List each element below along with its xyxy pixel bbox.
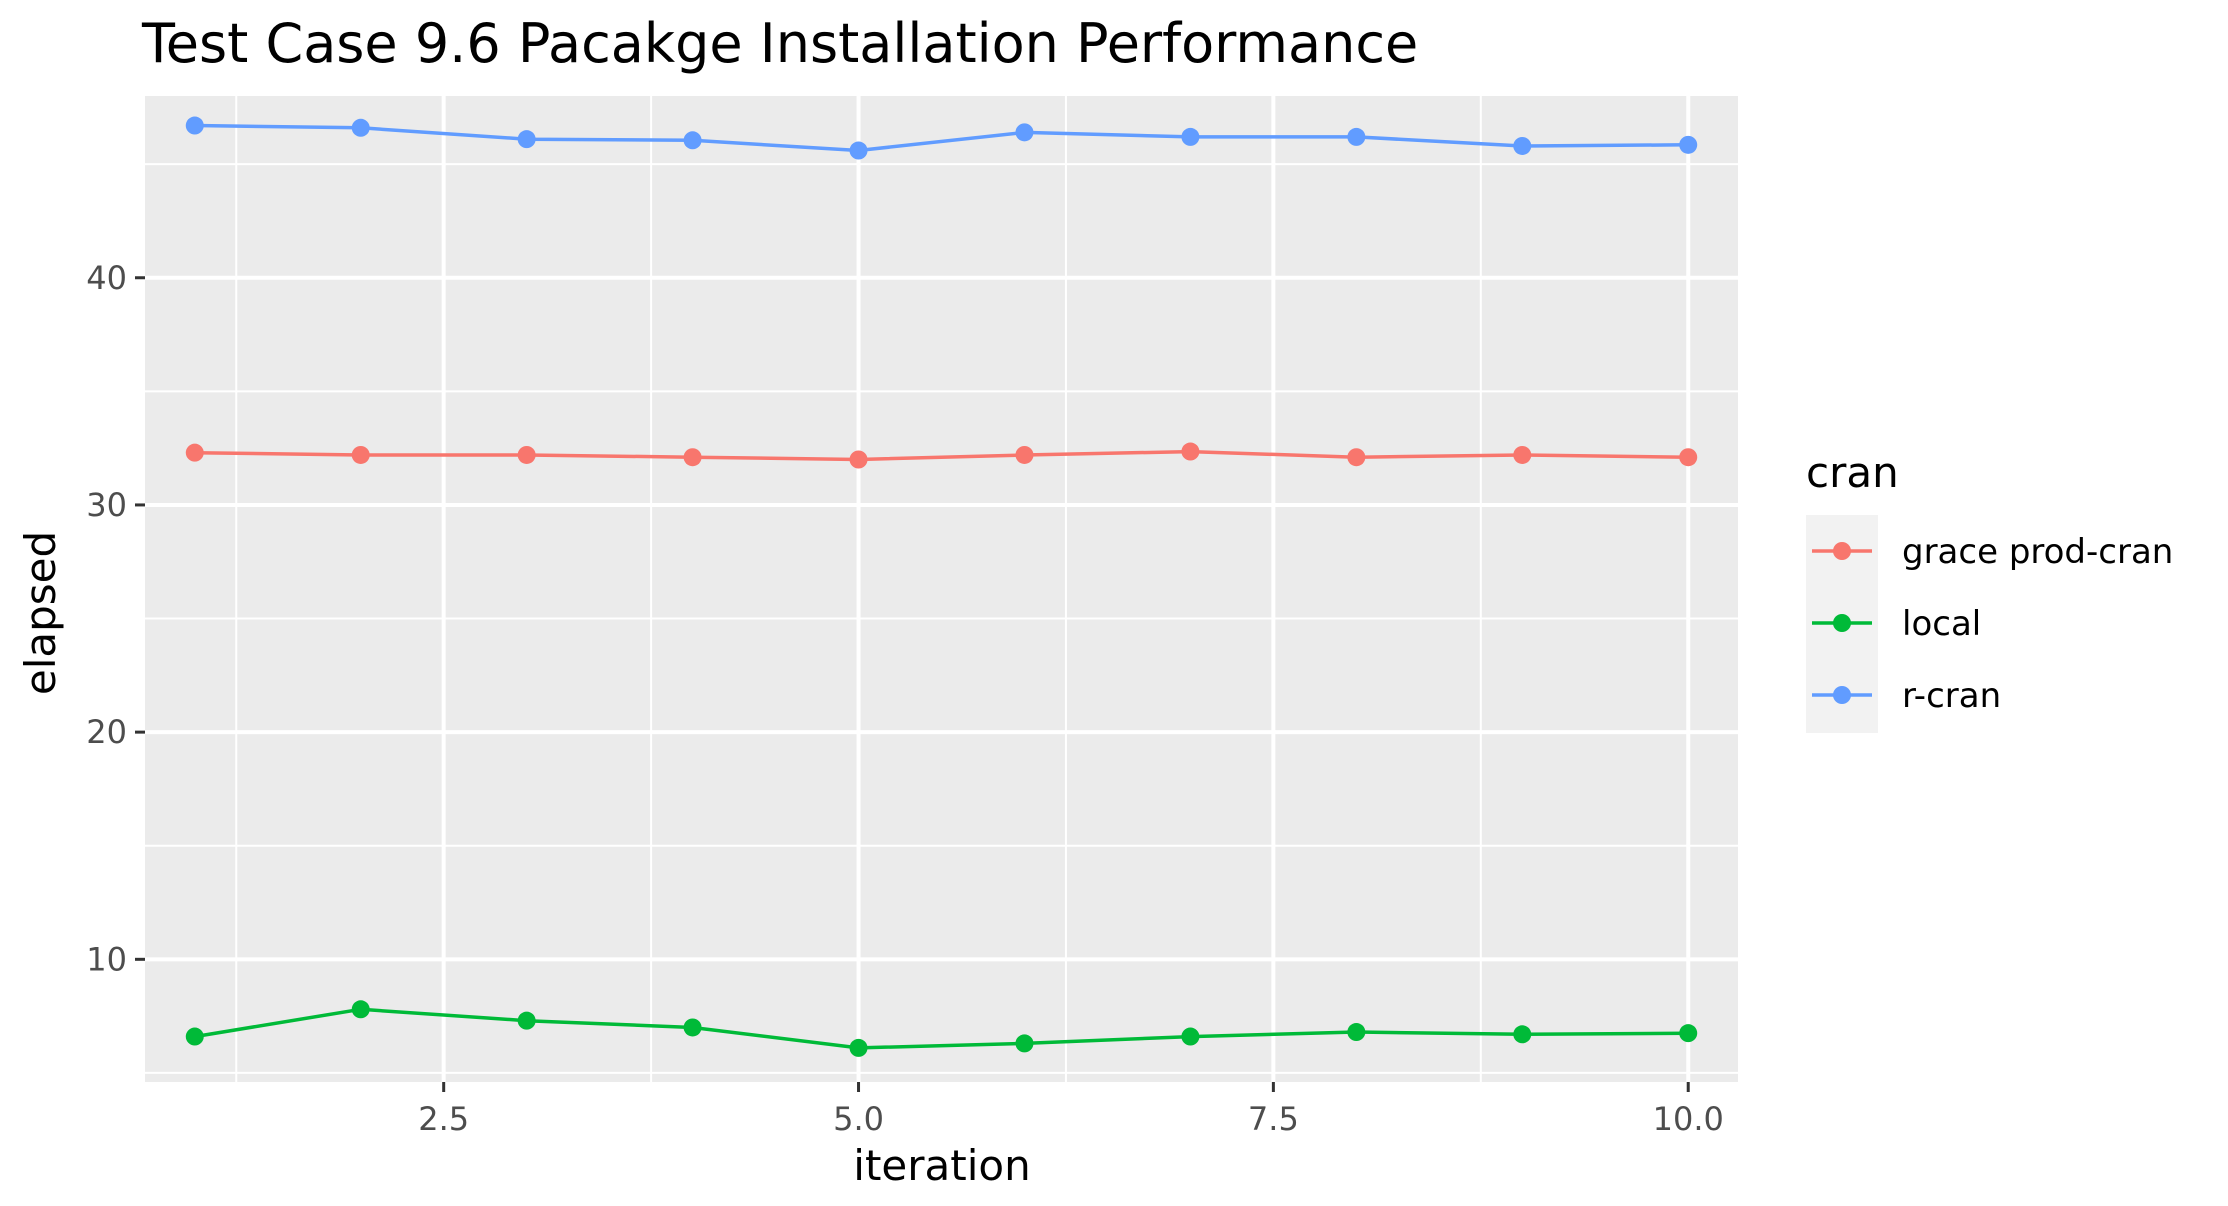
legend: cran grace prod-cran local r-cran [1806,448,2173,733]
data-point [185,443,204,462]
x-tick-labels: 2.5 5.0 7.5 10.0 [418,1100,1724,1138]
legend-title: cran [1806,448,1899,497]
minor-gridlines [145,96,1738,1082]
data-point [683,131,702,150]
data-point [517,130,536,149]
data-point [849,1038,868,1057]
data-point [1015,123,1034,142]
plot-panel [145,96,1738,1082]
legend-item: grace prod-cran [1812,532,2173,572]
data-point [1513,1025,1532,1044]
x-axis-title: iteration [853,1141,1030,1190]
series-line [194,123,1689,153]
series-r-cran [185,116,1698,160]
series-grace-prod-cran [185,442,1698,469]
data-point [185,1027,204,1046]
data-point [683,448,702,467]
legend-item: r-cran [1812,676,2001,716]
series-line [194,1007,1689,1050]
data-point [1015,1034,1034,1053]
data-point [849,141,868,160]
x-tick-label: 10.0 [1653,1100,1724,1138]
data-point [1513,445,1532,464]
series-line [194,449,1689,462]
y-tick-label: 40 [86,259,127,297]
axis-ticks [135,276,1690,1092]
data-point [1181,127,1200,146]
data-point [351,1000,370,1019]
y-tick-label: 20 [86,713,127,751]
series-layer [185,116,1698,1057]
data-point [1181,1027,1200,1046]
y-tick-labels: 10 20 30 40 [86,259,127,979]
legend-label: grace prod-cran [1902,532,2173,572]
x-tick-label: 5.0 [833,1100,884,1138]
data-point [185,116,204,135]
data-point [849,450,868,469]
legend-key-point [1833,614,1851,632]
data-point [1015,445,1034,464]
data-point [351,445,370,464]
data-point [1513,136,1532,155]
data-point [517,445,536,464]
data-point [1347,127,1366,146]
x-tick-label: 2.5 [418,1100,469,1138]
series-local [185,1000,1698,1057]
legend-label: local [1902,604,1981,644]
data-point [351,118,370,137]
legend-item: local [1812,604,1981,644]
data-point [1347,448,1366,467]
y-tick-label: 10 [86,940,127,978]
data-point [1181,442,1200,461]
legend-key-point [1833,686,1851,704]
y-axis-title: elapsed [16,531,65,695]
legend-label: r-cran [1902,676,2001,716]
data-point [1347,1023,1366,1042]
chart-title: Test Case 9.6 Pacakge Installation Perfo… [141,12,1418,75]
y-tick-label: 30 [86,486,127,524]
x-tick-label: 7.5 [1248,1100,1299,1138]
legend-key-point [1833,542,1851,560]
data-point [1679,1024,1698,1043]
major-gridlines [145,96,1738,1082]
data-point [1679,448,1698,467]
data-point [683,1018,702,1037]
data-point [517,1011,536,1030]
data-point [1679,135,1698,154]
